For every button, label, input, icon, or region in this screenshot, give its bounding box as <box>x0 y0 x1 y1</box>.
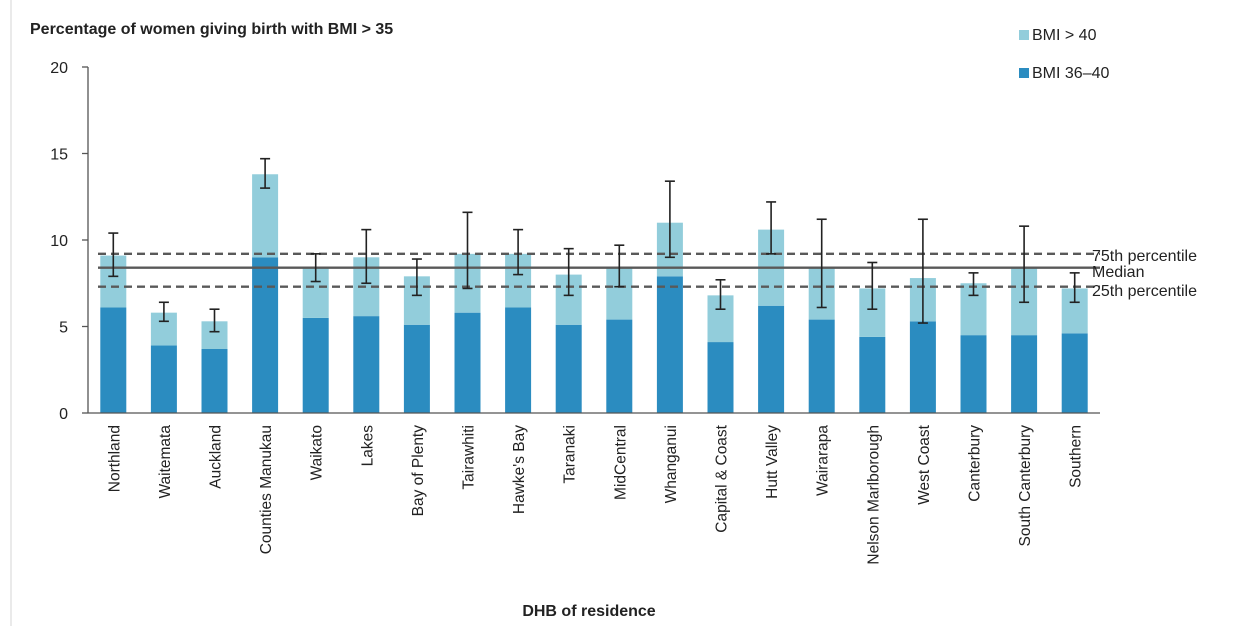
chart-title: Percentage of women giving birth with BM… <box>30 21 393 38</box>
legend-label: BMI > 40 <box>1032 27 1097 44</box>
y-axis: 0 5 10 15 20 <box>50 60 89 423</box>
bar-bmi-36-40 <box>758 305 785 413</box>
x-tick-label: Hutt Valley <box>764 425 781 499</box>
x-tick-label: Waitemata <box>157 425 174 499</box>
bar-bmi-36-40 <box>960 335 987 413</box>
bar-bmi-36-40 <box>656 276 683 413</box>
bar-bmi-36-40 <box>606 319 633 413</box>
x-axis-title: DHB of residence <box>522 603 655 620</box>
legend-label: BMI 36–40 <box>1032 65 1109 82</box>
bar-bmi-36-40 <box>1011 335 1038 413</box>
y-tick-label: 20 <box>50 60 68 77</box>
x-axis: Northland Waitemata Auckland Counties Manuk… <box>88 412 1100 565</box>
x-tick-label: Waikato <box>309 425 326 480</box>
bar-bmi-36-40 <box>150 345 177 413</box>
x-tick-label: MidCentral <box>612 425 629 500</box>
bar-bmi-36-40 <box>505 307 532 413</box>
75th-percentile-label: 75th percentile <box>1092 248 1197 265</box>
bar-bmi-36-40 <box>302 317 329 413</box>
x-tick-label: Hawke's Bay <box>511 425 528 514</box>
x-tick-label: Canterbury <box>967 425 984 502</box>
bar-bmi-36-40 <box>353 316 380 413</box>
y-tick-label: 5 <box>59 320 68 337</box>
x-tick-label: Nelson Marlborough <box>865 425 882 565</box>
bar-bmi-36-40 <box>909 321 936 413</box>
x-tick-label: Lakes <box>359 425 376 467</box>
x-tick-label: Auckland <box>208 425 225 489</box>
x-tick-label: Southern <box>1068 425 1085 488</box>
y-tick-label: 0 <box>59 406 68 423</box>
bar-bmi-36-40 <box>859 336 886 413</box>
bar-bmi-36-40 <box>201 348 228 413</box>
bar-bmi-36-40 <box>1061 333 1088 413</box>
y-tick-label: 15 <box>50 147 68 164</box>
legend-swatch <box>1019 30 1029 40</box>
x-tick-label: Whanganui <box>663 425 680 503</box>
x-tick-label: Capital & Coast <box>714 424 731 532</box>
bar-bmi-36-40 <box>707 342 734 413</box>
median-label: Median <box>1092 264 1144 281</box>
legend: BMI > 40 BMI 36–40 <box>1019 27 1109 82</box>
bar-bmi-36-40 <box>555 324 582 413</box>
bar-bmi-36-40 <box>454 312 481 413</box>
x-tick-label: West Coast <box>916 424 933 505</box>
x-tick-label: Bay of Plenty <box>410 425 427 517</box>
x-tick-label: Taranaki <box>562 425 579 484</box>
25th-percentile-label: 25th percentile <box>1092 283 1197 300</box>
legend-swatch <box>1019 68 1029 78</box>
x-tick-label: Tairawhiti <box>461 425 478 490</box>
bar-bmi-36-40 <box>100 307 127 413</box>
bar-bmi-36-40 <box>252 257 279 413</box>
bar-bmi-36-40 <box>403 324 430 413</box>
y-tick-label: 10 <box>50 233 68 250</box>
x-tick-label: Wairarapa <box>815 425 832 496</box>
bar-bmi-36-40 <box>808 319 835 413</box>
bars <box>100 174 1088 413</box>
error-bars <box>108 157 1080 333</box>
x-tick-label: Counties Manukau <box>258 425 275 554</box>
x-tick-label: South Canterbury <box>1017 425 1034 547</box>
x-tick-label: Northland <box>106 425 123 492</box>
